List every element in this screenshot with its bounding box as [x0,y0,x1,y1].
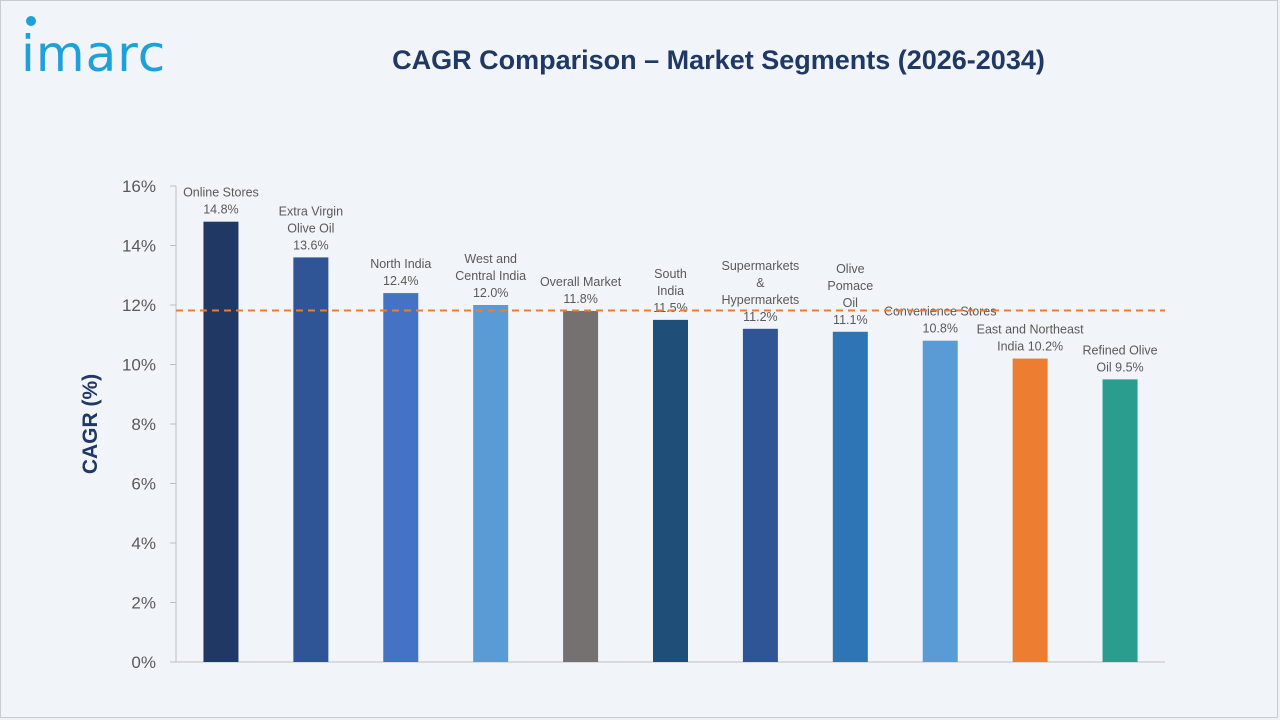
bar-data-label: Supermarkets & Hypermarkets 11.2% [722,259,800,324]
bar-data-label: Olive Pomace Oil 11.1% [827,262,873,327]
bar [832,331,868,662]
bar [1012,358,1048,662]
y-tick-label: 10% [122,356,156,375]
bar-data-label: East and Northeast India 10.2% [977,323,1085,354]
bar-data-label: North India 12.4% [370,257,431,288]
y-tick-label: 0% [131,653,156,672]
bar [922,340,958,662]
bar [1102,379,1138,662]
bar [563,310,599,662]
y-tick-label: 4% [131,534,156,553]
y-tick-label: 16% [122,177,156,196]
bar-data-label: Extra Virgin Olive Oil 13.6% [279,204,343,252]
bar [383,293,419,662]
bar-data-label: Convenience Stores 10.8% [884,305,997,336]
bar [742,328,778,662]
bar [473,305,509,662]
logo-dot [26,16,36,26]
y-tick-label: 14% [122,237,156,256]
bar-data-label: Overall Market 11.8% [540,275,622,306]
bar-data-label: Refined Olive Oil 9.5% [1083,343,1158,374]
y-axis-title: CAGR (%) [79,374,102,474]
bar [203,221,239,662]
bar [293,257,329,662]
bar [653,319,688,662]
bar-data-label: Online Stores 14.8% [183,186,259,217]
bar-data-label: West and Central India 12.0% [455,252,526,300]
bar-data-label: South India 11.5% [653,267,688,315]
y-tick-label: 12% [122,296,156,315]
chart-title: CAGR Comparison – Market Segments (2026-… [392,45,1045,75]
y-tick-label: 8% [131,415,156,434]
logo: imarc [21,25,167,83]
y-tick-label: 2% [131,594,156,613]
y-tick-label: 6% [131,475,156,494]
